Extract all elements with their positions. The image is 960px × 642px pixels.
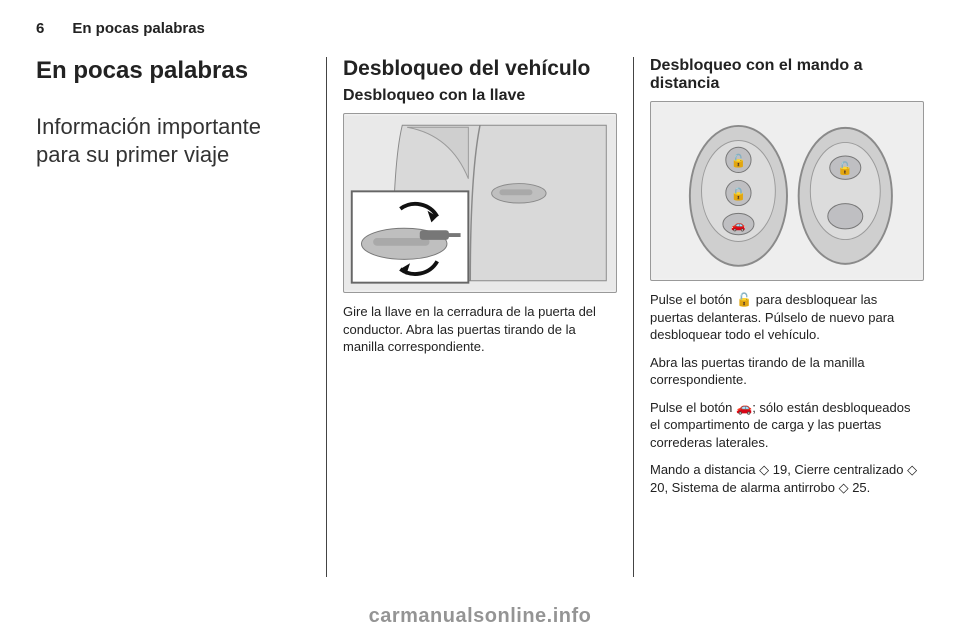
figure-key-unlock — [343, 113, 617, 293]
door-handle — [499, 189, 532, 195]
column-2: Desbloqueo del vehículo Desbloqueo con l… — [326, 57, 633, 577]
col2-title: Desbloqueo del vehículo — [343, 57, 617, 81]
lock-icon: 🔒 — [731, 187, 747, 201]
header-section: En pocas palabras — [72, 20, 205, 37]
trunk-icon: 🚗 — [731, 219, 746, 232]
figure-remote-unlock: 🔓 🔒 🚗 🔓 — [650, 101, 924, 281]
manual-page: 6 En pocas palabras En pocas palabras In… — [0, 0, 960, 642]
col2-subhead: Desbloqueo con la llave — [343, 87, 617, 105]
col1-subtitle: Información importante para su primer vi… — [36, 113, 310, 168]
col3-p4: Mando a distancia ◇ 19, Cierre centraliz… — [650, 461, 924, 496]
key-blade — [443, 233, 460, 237]
col3-p1: Pulse el botón 🔓 para desbloquear las pu… — [650, 291, 924, 344]
content-columns: En pocas palabras Información importante… — [36, 57, 924, 577]
col1-title: En pocas palabras — [36, 57, 310, 85]
col3-subhead: Desbloqueo con el mando a distancia — [650, 57, 924, 93]
watermark: carmanualsonline.info — [0, 605, 960, 628]
unlock-icon-2: 🔓 — [837, 161, 853, 176]
remote-unlock-illustration: 🔓 🔒 🚗 🔓 — [651, 102, 923, 280]
fob-right-btn-2 — [828, 204, 863, 229]
column-1: En pocas palabras Información importante… — [36, 57, 326, 577]
key-unlock-illustration — [344, 114, 616, 292]
col2-caption: Gire la llave en la cerradura de la puer… — [343, 303, 617, 356]
page-header: 6 En pocas palabras — [36, 20, 924, 37]
unlock-icon: 🔓 — [731, 153, 747, 168]
col3-p3: Pulse el botón 🚗; sólo están desbloquead… — [650, 399, 924, 452]
col3-p2: Abra las puertas tirando de la manilla c… — [650, 354, 924, 389]
column-3: Desbloqueo con el mando a distancia 🔓 🔒 … — [633, 57, 924, 577]
page-number: 6 — [36, 20, 44, 37]
